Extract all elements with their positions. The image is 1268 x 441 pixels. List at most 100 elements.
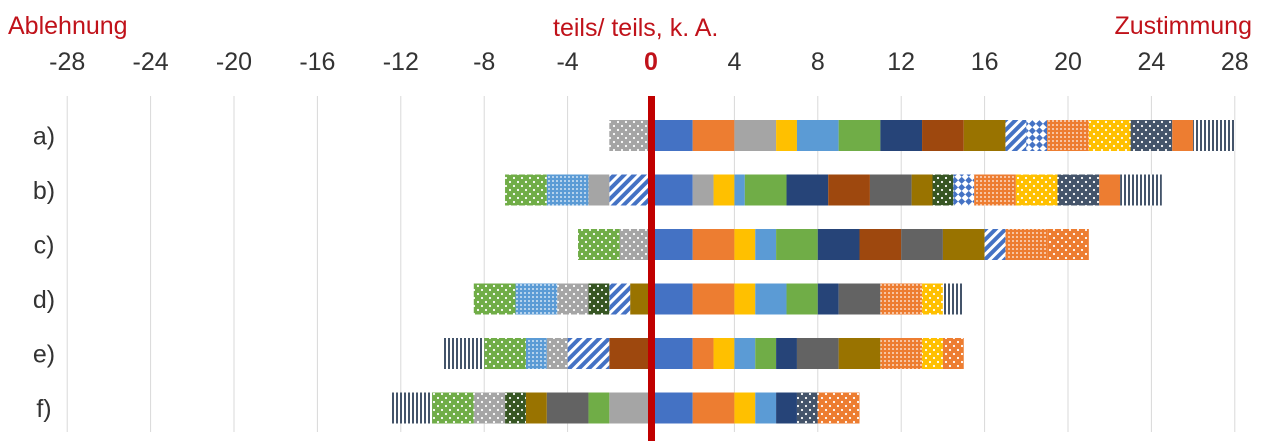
category-label: b) bbox=[33, 177, 55, 205]
bar-segment-positive bbox=[838, 120, 881, 151]
category-label: a) bbox=[33, 123, 55, 151]
bar-segment-positive bbox=[838, 338, 881, 369]
bar-segment-positive bbox=[1005, 229, 1048, 260]
bar-segment-positive bbox=[1057, 174, 1100, 206]
bar-segment-negative bbox=[609, 174, 651, 206]
bar-segment-positive bbox=[734, 229, 756, 260]
bar-segment-positive bbox=[942, 283, 964, 315]
bar-segment-positive bbox=[1088, 120, 1131, 151]
bar-segment-positive bbox=[734, 338, 756, 369]
bar-segment-positive bbox=[651, 283, 693, 315]
bar-segment-positive bbox=[1099, 174, 1121, 206]
category-label: c) bbox=[34, 232, 55, 260]
bar-segment-positive bbox=[911, 174, 933, 206]
bar-segment-positive bbox=[796, 120, 839, 151]
bar-segment-positive bbox=[692, 229, 735, 260]
bar-segment-positive bbox=[755, 283, 787, 315]
bar-segment-positive bbox=[1047, 229, 1089, 260]
header-right-label: Zustimmung bbox=[1114, 12, 1252, 40]
bar-segment-positive bbox=[776, 338, 797, 369]
bar-segment-negative bbox=[505, 174, 547, 206]
bar-segment-positive bbox=[932, 174, 954, 206]
category-label: e) bbox=[33, 341, 55, 369]
bar-segment-positive bbox=[942, 229, 985, 260]
bar-segment-positive bbox=[1172, 120, 1194, 151]
x-tick-label: 12 bbox=[887, 48, 915, 76]
bar-segment-positive bbox=[713, 174, 735, 206]
bar-segment-positive bbox=[692, 392, 735, 424]
x-tick-label: -28 bbox=[49, 48, 85, 76]
bar-segment-positive bbox=[744, 174, 787, 206]
bar-segment-positive bbox=[817, 392, 860, 424]
bar-segment-positive bbox=[942, 338, 964, 369]
bar-segment-negative bbox=[567, 338, 610, 369]
x-axis-ticks: -28 -24 -20 -16 -12 -8 -4 0 4 8 12 16 20 24 28 bbox=[49, 48, 1249, 76]
bar-segment-positive bbox=[838, 283, 881, 315]
bar-segment-negative bbox=[609, 283, 631, 315]
category-label: d) bbox=[33, 286, 55, 314]
bar-segment-negative bbox=[609, 392, 651, 424]
header-center-label: teils/ teils, k. A. bbox=[553, 14, 719, 42]
bar-segment-negative bbox=[588, 392, 610, 424]
bar-segment-negative bbox=[473, 283, 516, 315]
bar-segment-positive bbox=[1120, 174, 1162, 206]
bar-segment-negative bbox=[442, 338, 485, 369]
x-tick-label: 16 bbox=[971, 48, 999, 76]
bar-segment-negative bbox=[390, 392, 433, 424]
header-left-label: Ablehnung bbox=[8, 12, 128, 40]
bar-segment-negative bbox=[546, 174, 589, 206]
x-tick-label: -24 bbox=[133, 48, 169, 76]
x-tick-label: -16 bbox=[299, 48, 335, 76]
bar-segment-positive bbox=[776, 392, 797, 424]
bar-segment-positive bbox=[734, 283, 756, 315]
bar-segment-positive bbox=[880, 338, 923, 369]
bar-row bbox=[390, 392, 860, 424]
bar-segment-positive bbox=[963, 120, 1006, 151]
bar-segment-positive bbox=[786, 174, 829, 206]
x-tick-label: 0 bbox=[644, 48, 658, 76]
bar-segment-negative bbox=[609, 338, 651, 369]
bar-segment-positive bbox=[651, 174, 693, 206]
bar-segment-negative bbox=[630, 283, 651, 315]
bar-row bbox=[473, 283, 964, 315]
x-tick-label: 8 bbox=[811, 48, 825, 76]
bar-segment-negative bbox=[546, 392, 589, 424]
bar-segment-negative bbox=[473, 392, 506, 424]
x-tick-label: -4 bbox=[556, 48, 578, 76]
bar-row bbox=[442, 338, 964, 369]
bar-segment-positive bbox=[734, 120, 777, 151]
bar-segment-positive bbox=[859, 229, 902, 260]
bar-segment-positive bbox=[796, 392, 818, 424]
bar-segment-positive bbox=[922, 120, 964, 151]
bar-segment-positive bbox=[817, 229, 860, 260]
bar-segment-positive bbox=[901, 229, 943, 260]
x-tick-label: 28 bbox=[1221, 48, 1249, 76]
bar-segment-positive bbox=[922, 283, 943, 315]
bar-segment-positive bbox=[776, 120, 797, 151]
bar-row bbox=[505, 174, 1162, 206]
bar-segment-negative bbox=[525, 338, 547, 369]
zero-line bbox=[648, 96, 655, 441]
bar-segment-positive bbox=[869, 174, 912, 206]
bar-row bbox=[578, 229, 1089, 260]
x-tick-label: -20 bbox=[216, 48, 252, 76]
bar-segment-positive bbox=[1015, 174, 1058, 206]
bar-row bbox=[609, 120, 1235, 151]
bar-segment-positive bbox=[651, 229, 693, 260]
bar-segment-positive bbox=[1193, 120, 1235, 151]
bar-segment-positive bbox=[817, 283, 839, 315]
bar-segment-positive bbox=[828, 174, 870, 206]
bar-segment-negative bbox=[525, 392, 547, 424]
bar-segments bbox=[390, 120, 1235, 424]
bar-segment-negative bbox=[505, 392, 526, 424]
bar-segment-negative bbox=[609, 120, 651, 151]
bar-segment-negative bbox=[546, 338, 568, 369]
bar-segment-positive bbox=[1026, 120, 1048, 151]
bar-segment-positive bbox=[734, 392, 756, 424]
bar-segment-positive bbox=[984, 229, 1006, 260]
bar-segment-negative bbox=[557, 283, 589, 315]
bar-segment-positive bbox=[651, 392, 693, 424]
bar-segment-positive bbox=[713, 338, 735, 369]
zero-line-layer bbox=[648, 96, 655, 441]
bar-segment-negative bbox=[484, 338, 526, 369]
